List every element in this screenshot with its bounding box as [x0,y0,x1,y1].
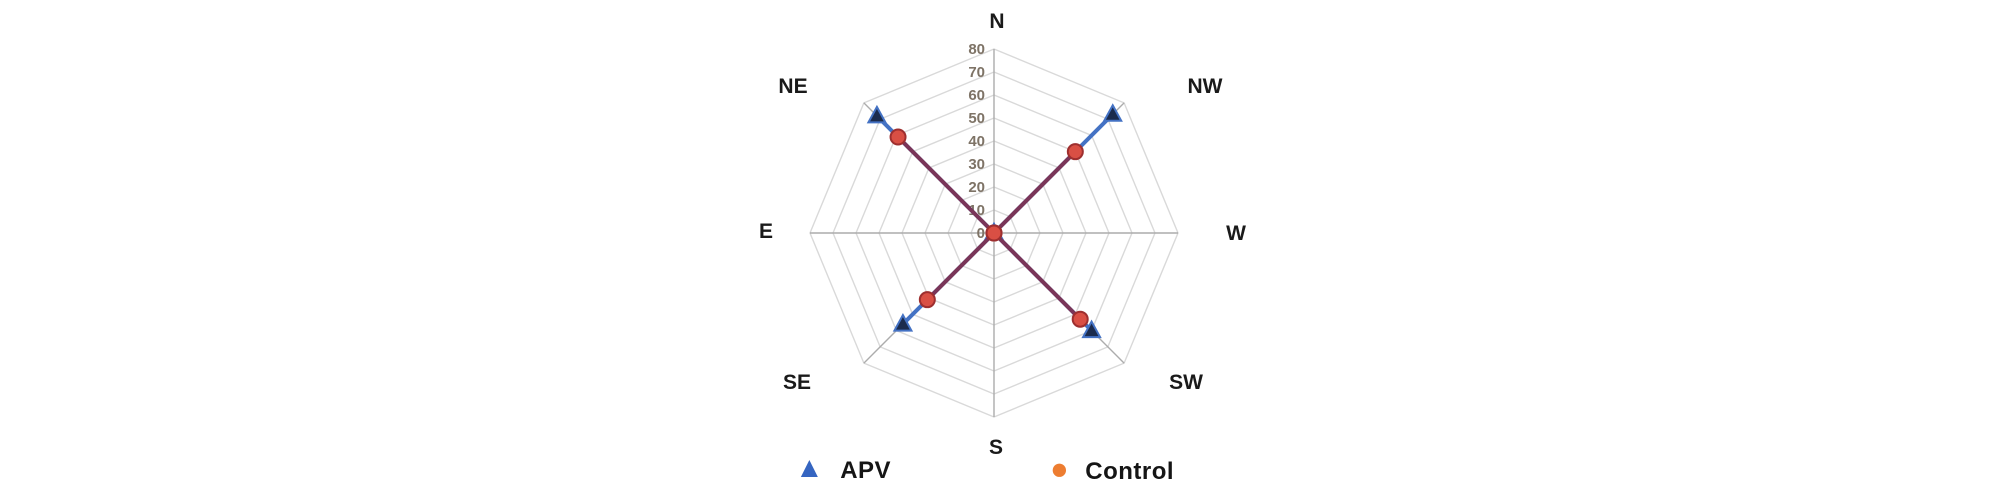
apv-marker-NW [1102,103,1123,122]
series-control [889,128,1089,328]
axis-label-N: N [989,10,1004,33]
axis-label-W: W [1226,222,1246,245]
legend-label-apv: APV [840,456,892,484]
radial-tick-label-0: 0 [977,225,985,242]
control-circle-icon: ● [1050,451,1070,486]
control-marker-NE [889,128,907,146]
axis-label-NE: NE [778,75,807,98]
radial-tick-label-80: 80 [968,41,985,58]
axis-labels: N NW W SW S SE E NE [759,10,1246,459]
axis-label-SW: SW [1169,371,1203,394]
control-marker-NW [1066,143,1084,161]
apv-marker-SW [1081,319,1102,339]
legend-label-control: Control [1085,457,1175,485]
apv-marker-NE [866,104,888,124]
legend-item-control: ● Control [1050,451,1175,487]
legend-item-apv: ▲ APV [795,452,892,485]
control-marker-E [985,224,1003,242]
radial-tick-label-60: 60 [968,87,985,104]
radial-tick-labels: 0 10 20 30 40 50 60 70 80 [968,41,985,242]
apv-marker-SE [892,312,914,332]
axis-label-S: S [989,436,1003,459]
radial-tick-label-30: 30 [968,156,985,173]
radial-tick-label-70: 70 [968,64,985,81]
radial-tick-label-40: 40 [968,133,985,150]
axis-label-SE: SE [783,371,811,394]
axis-label-NW: NW [1188,75,1223,98]
axis-label-E: E [759,220,773,243]
radial-tick-label-50: 50 [968,110,985,127]
radial-tick-label-10: 10 [968,202,985,219]
control-marker-SE [918,291,936,309]
control-marker-SW [1071,310,1089,328]
radial-tick-label-20: 20 [968,179,985,196]
chart-legend: ▲ APV ● Control [0,451,2008,497]
apv-triangle-icon: ▲ [795,452,825,484]
